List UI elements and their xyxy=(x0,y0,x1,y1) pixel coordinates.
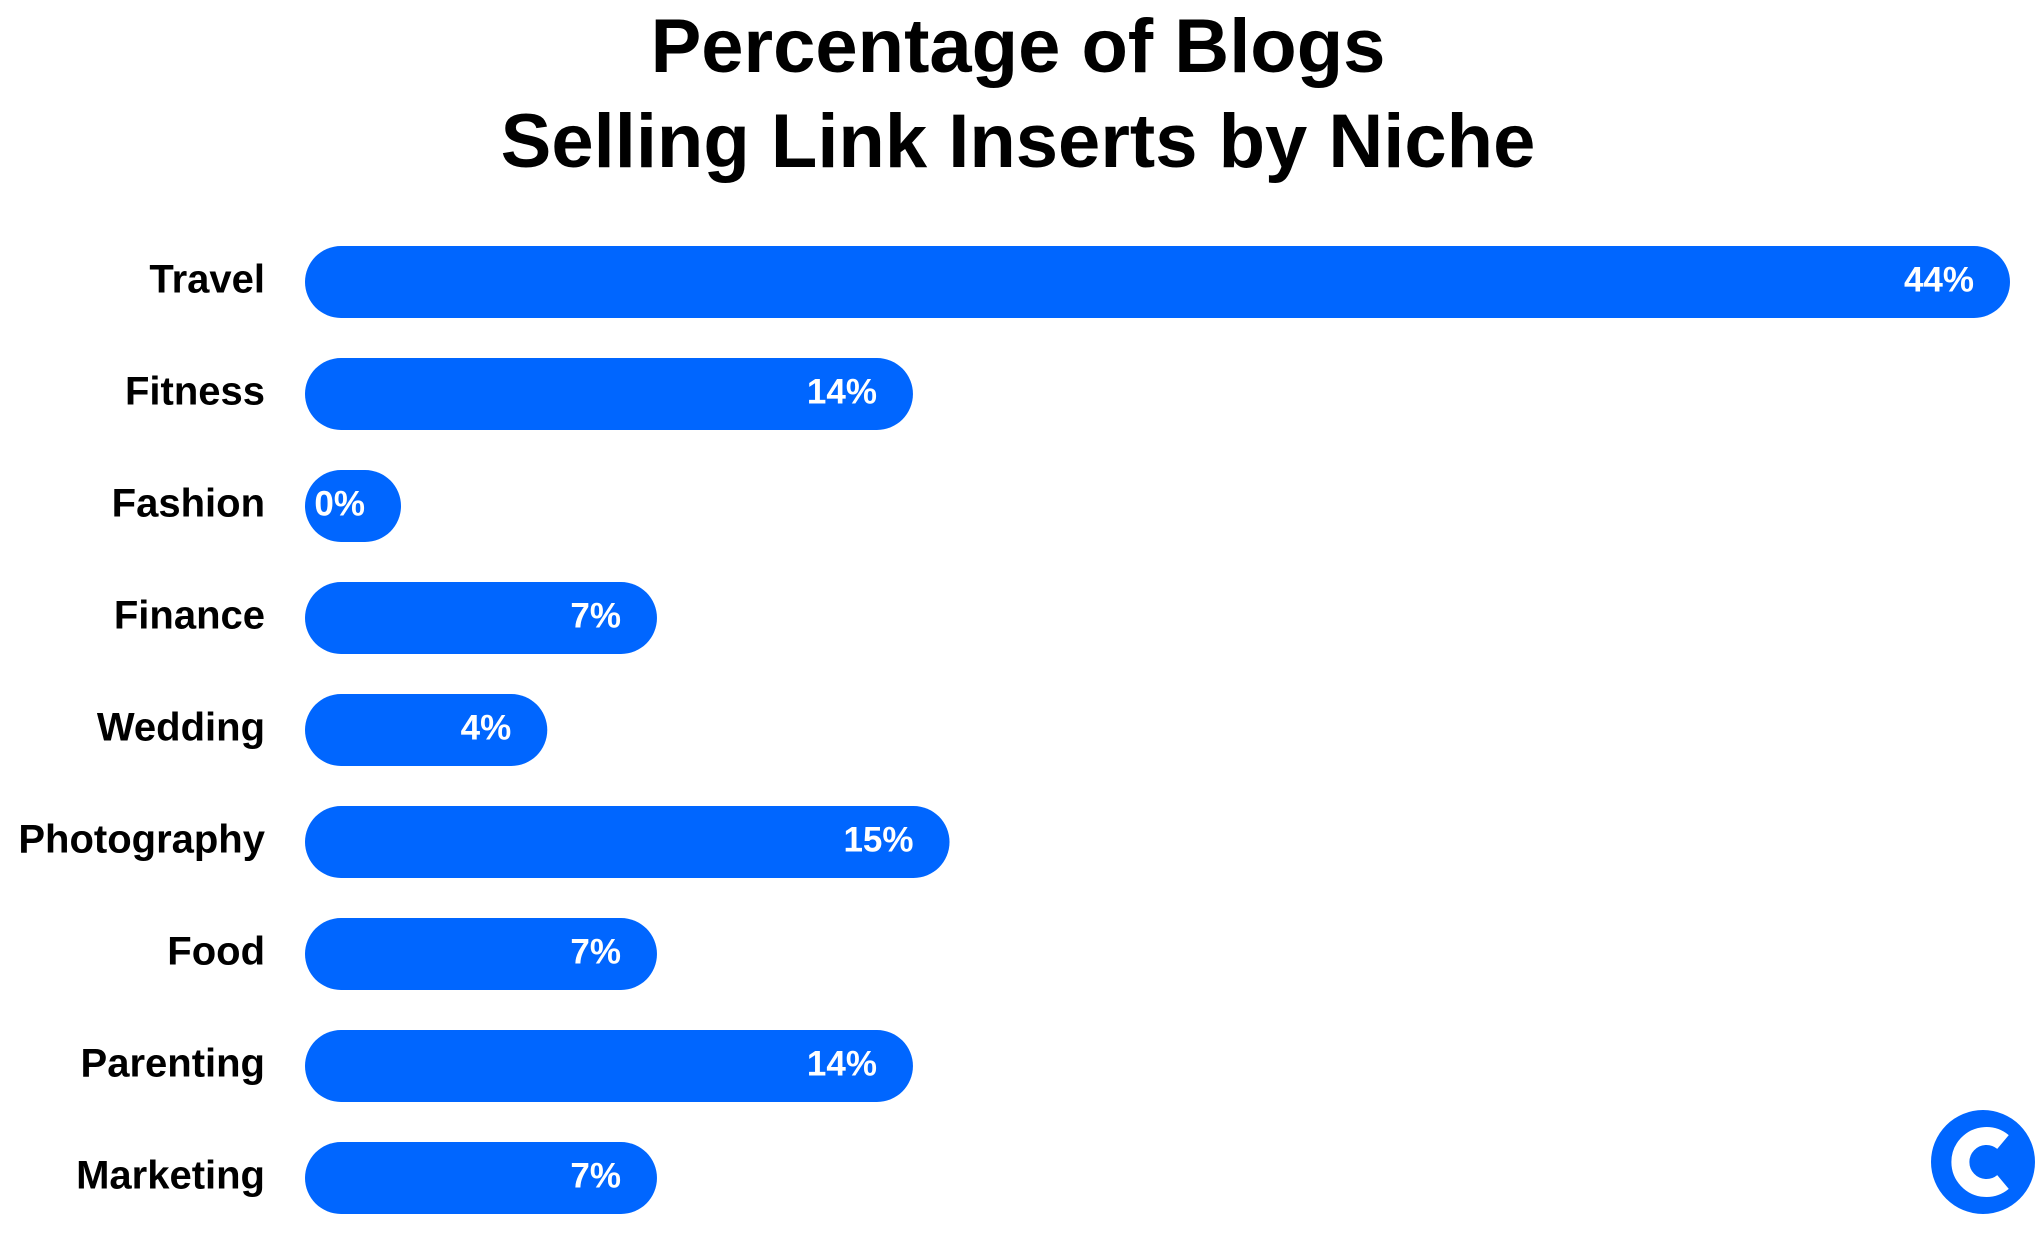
category-label: Marketing xyxy=(76,1154,265,1198)
bar xyxy=(305,918,657,990)
value-label: 14% xyxy=(807,372,877,411)
category-label: Fashion xyxy=(112,482,265,526)
logo-glyph xyxy=(1951,1127,2009,1197)
value-label: 7% xyxy=(570,932,621,971)
value-label: 7% xyxy=(570,596,621,635)
bar xyxy=(305,806,950,878)
category-label: Wedding xyxy=(97,706,265,750)
logo-circle xyxy=(1931,1110,2035,1214)
value-label: 7% xyxy=(570,1156,621,1195)
category-label: Fitness xyxy=(125,370,265,414)
chart-title: Selling Link Inserts by Niche xyxy=(501,99,1536,184)
bar xyxy=(305,1030,913,1102)
bar xyxy=(305,582,657,654)
category-label: Travel xyxy=(149,258,265,302)
bar xyxy=(305,470,401,542)
value-label: 14% xyxy=(807,1044,877,1083)
bar xyxy=(305,246,2010,318)
bar xyxy=(305,694,548,766)
logo xyxy=(1931,1110,2035,1214)
value-label: 44% xyxy=(1904,260,1974,299)
category-label: Food xyxy=(167,930,265,974)
value-label: 15% xyxy=(843,820,913,859)
value-label: 4% xyxy=(461,708,512,747)
bar xyxy=(305,358,913,430)
category-label: Photography xyxy=(18,818,265,862)
category-label: Finance xyxy=(114,594,265,638)
chart-title: Percentage of Blogs xyxy=(651,4,1386,89)
bar xyxy=(305,1142,657,1214)
value-label: 0% xyxy=(314,484,365,523)
category-label: Parenting xyxy=(81,1042,265,1086)
